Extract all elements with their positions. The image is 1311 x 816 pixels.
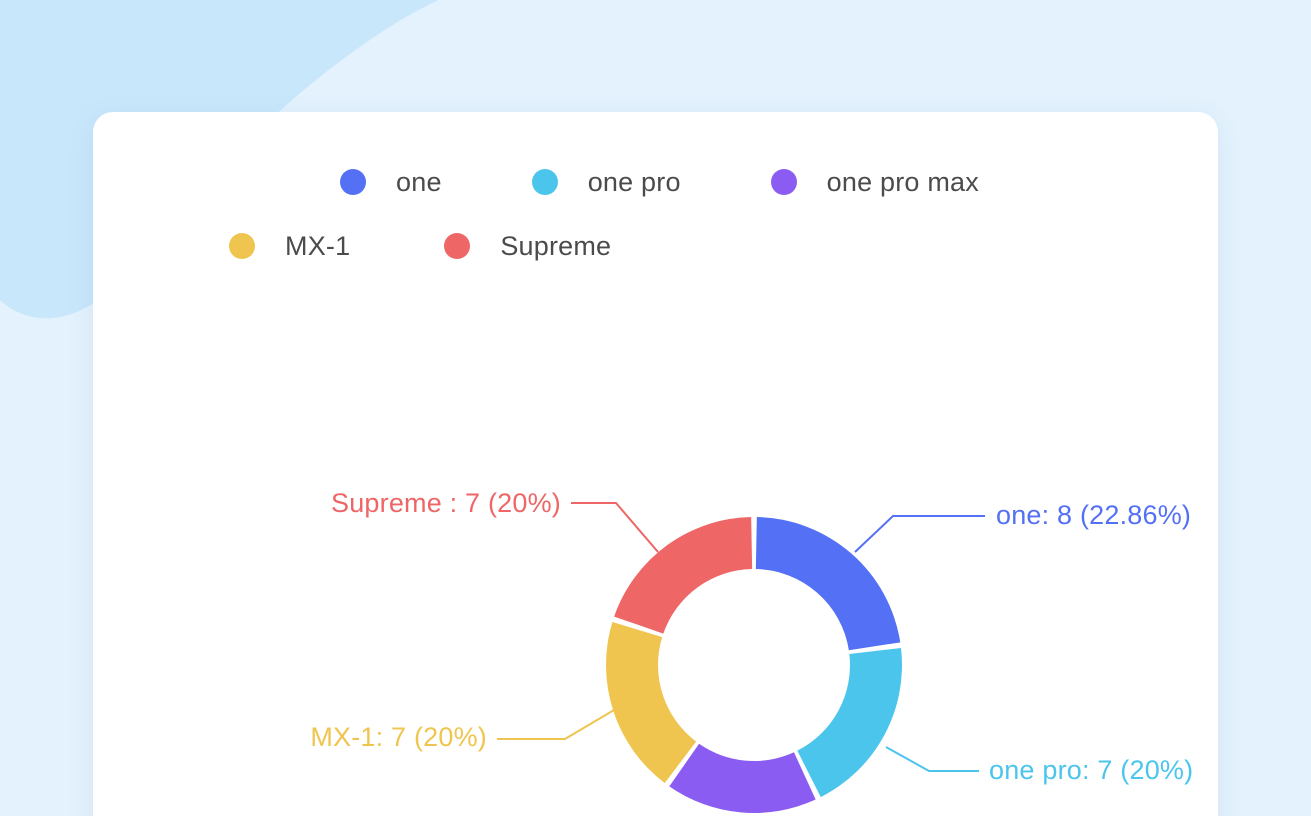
legend-item-supreme[interactable]: Supreme <box>436 225 611 267</box>
legend-item-one-pro[interactable]: one pro <box>523 161 681 203</box>
slice-label-supreme: Supreme : 7 (20%) <box>331 488 561 518</box>
slice-label-one: one: 8 (22.86%) <box>996 500 1191 530</box>
leader-line-one <box>854 515 985 553</box>
slice-label-one-pro: one pro: 7 (20%) <box>989 755 1193 785</box>
legend-dot-mx-1 <box>229 233 255 259</box>
donut-chart-svg: one: 8 (22.86%)one pro: 7 (20%)one pro m… <box>310 488 1193 813</box>
legend-dot-supreme <box>444 233 471 259</box>
legend-label-supreme: Supreme <box>500 230 612 261</box>
legend-dot-supreme-wrap <box>436 225 479 267</box>
legend-dot-mx-1-wrap <box>221 225 263 267</box>
legend-dot-one-pro-wrap <box>523 161 566 203</box>
donut-slice-one[interactable] <box>755 517 901 651</box>
legend-label-one-pro-max: one pro max <box>826 166 979 197</box>
donut-slice-supreme[interactable] <box>614 517 753 634</box>
legend-dot-one-pro-max <box>770 169 797 195</box>
donut-slices <box>606 517 902 813</box>
donut-leader-lines <box>497 502 985 772</box>
legend-item-mx-1[interactable]: MX-1 <box>221 225 350 267</box>
legend-dot-one-pro <box>531 169 558 195</box>
legend-dot-one-pro-max-wrap <box>762 161 805 203</box>
chart-card: one one pro one pro max <box>93 112 1218 816</box>
legend-dot-one <box>340 169 367 195</box>
legend-row-1: one one pro one pro max <box>93 150 1218 214</box>
legend-label-one-pro: one pro <box>587 166 681 197</box>
slice-label-mx-1: MX-1: 7 (20%) <box>310 722 487 752</box>
donut-slice-one-pro[interactable] <box>797 647 902 798</box>
leader-line-one-pro <box>885 746 979 772</box>
legend-label-one: one <box>396 166 442 197</box>
leader-line-mx-1 <box>497 709 615 740</box>
legend-item-one-pro-max[interactable]: one pro max <box>762 161 979 203</box>
donut-slice-one-pro-max[interactable] <box>669 743 816 813</box>
legend-label-mx-1: MX-1 <box>285 230 351 261</box>
donut-slice-mx-1[interactable] <box>606 621 697 784</box>
donut-chart: one: 8 (22.86%) one pro: 7 (20%) one pro m… <box>93 112 1218 816</box>
donut-slice-labels: one: 8 (22.86%)one pro: 7 (20%)one pro m… <box>310 488 1193 785</box>
legend-item-one[interactable]: one <box>332 161 442 203</box>
legend-dot-one-wrap <box>332 161 375 203</box>
leader-line-supreme <box>571 502 659 553</box>
chart-legend: one one pro one pro max <box>93 150 1218 278</box>
legend-row-2: MX-1 Supreme <box>93 214 1218 278</box>
